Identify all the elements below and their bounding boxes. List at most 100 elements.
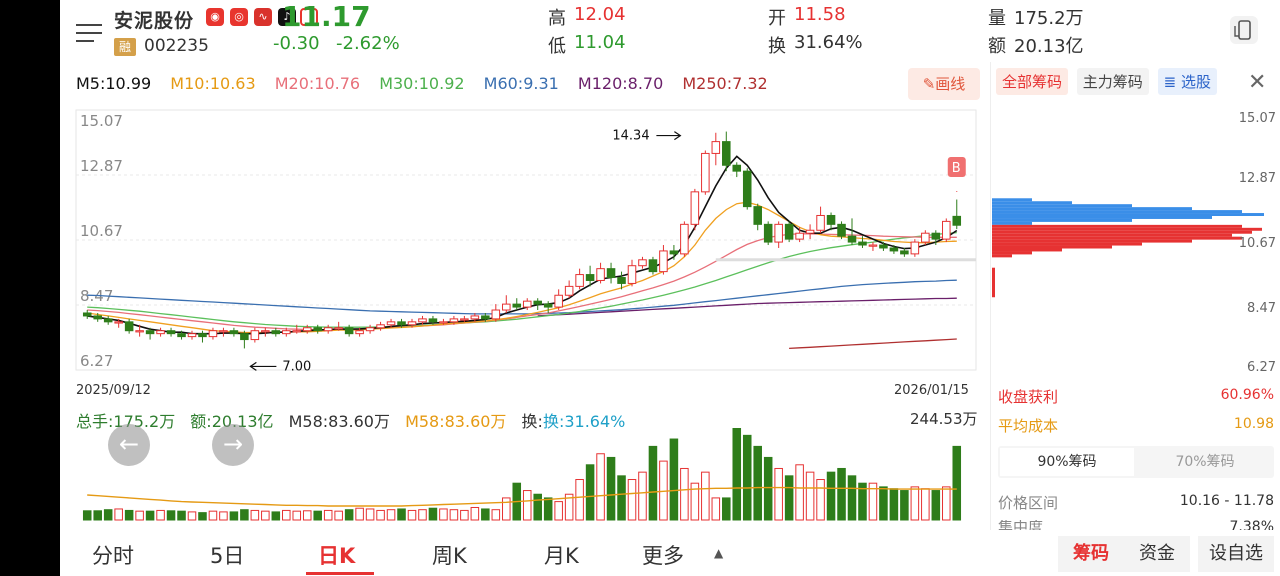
y-tick-label: 15.07 [80,112,123,130]
tab-stock-pick[interactable]: ≣ 选股 [1157,68,1217,95]
volume-bar [177,510,186,521]
volume-bar [376,509,385,521]
tab-more[interactable]: 更多 [642,544,684,568]
candle-body [512,303,522,308]
tiktok-icon[interactable]: ♪ [278,8,296,26]
close-icon[interactable]: ✕ [1248,70,1267,95]
buy-marker-box [947,157,966,177]
candle-body [177,333,186,338]
volume-bar [931,490,941,521]
candle-body [533,300,542,305]
active-tab-underline [306,572,374,575]
candle-body [805,229,815,234]
ma120-label: M120:8.70 [577,74,664,93]
chip-bar-profit [992,218,1132,222]
prev-arrow-icon[interactable]: ← [108,424,150,466]
chip-bar-profit [992,216,1212,219]
volume-bar [114,508,123,521]
candle-body [460,318,469,321]
volume-turnover-label: 换: [521,412,543,431]
toggle-90-chips[interactable]: 90%筹码 [1000,448,1134,476]
tab-main-chips[interactable]: 主力筹码 [1076,68,1149,95]
total-hands: 总手:175.2万 [76,412,176,431]
candle-body [250,330,260,341]
change-pct: -2.62% [336,33,400,54]
kline-chart[interactable]: 15.0712.8710.678.476.2714.347.00B2025/09… [70,106,982,406]
chip-y-tick: 12.87 [1239,171,1276,186]
tab-weekly-k[interactable]: 周K [432,544,467,568]
chip-y-tick: 8.47 [1247,301,1276,316]
volume-bar [470,506,480,521]
volume-m58-a: M58:83.60万 [288,412,390,431]
toggle-70-chips[interactable]: 70%筹码 [1175,454,1235,470]
stock-code: 002235 [144,36,209,56]
candle-body [449,318,459,323]
candle-body [198,333,207,338]
candle-body [879,244,888,249]
volume-bar [250,509,260,521]
volume-bar [627,479,637,521]
high-value: 12.04 [574,4,626,25]
volume-bar [282,509,291,521]
turnover-value: 31.64% [794,32,863,53]
volume-bar [942,486,951,521]
volume-bar [837,467,846,521]
candle-body [135,330,144,333]
volume-bar [93,510,102,521]
candle-body [481,315,490,320]
portrait-mode-icon[interactable] [1230,16,1258,44]
candle-body [784,223,794,240]
tab-stock-pick-label: 选股 [1180,73,1211,91]
candle-body [816,214,825,231]
tab-daily-k[interactable]: 日K [318,544,356,568]
high-label: 高 [548,8,566,29]
tab-all-chips[interactable]: 全部筹码 [996,68,1069,95]
next-arrow-icon[interactable]: → [212,424,254,466]
candle-body [659,250,668,273]
volume-bar [596,453,605,521]
candle-body [355,330,364,335]
tab-monthly-k[interactable]: 月K [544,544,579,568]
start-date: 2025/09/12 [76,383,151,398]
chip-y-tick: 6.27 [1247,360,1276,375]
volume-bar [355,507,364,521]
concentration-label: 集中度 [998,520,1044,530]
chips-button[interactable]: 筹码 [1058,536,1124,572]
chip-bar-profit [992,204,1132,208]
volume-bar [805,471,815,521]
volume-bar [753,445,762,521]
chip-distribution-chart: 15.07 12.87 10.67 8.47 6.27 [992,111,1276,375]
chip-bar-profit [992,201,1072,205]
tab-5day[interactable]: 5日 [210,544,245,568]
volume-bar [606,456,616,521]
funds-button[interactable]: 资金 [1124,536,1190,572]
candle-body [722,141,731,166]
volume-bar [522,490,532,521]
volume-bar [533,493,542,521]
red-app-icon[interactable]: ◎ [230,8,248,26]
menu-icon[interactable] [76,22,102,44]
ma20-label: M20:10.76 [274,74,361,93]
low-arrow [249,361,277,371]
candle-body [261,330,270,333]
tab-intraday[interactable]: 分时 [92,544,134,568]
volume-bar [344,509,354,521]
draw-line-button[interactable]: ✎画线 [908,68,980,100]
add-watchlist-button[interactable]: 设自选 [1198,536,1274,572]
volume-bar [198,512,207,521]
chip-bar-profit [992,198,1032,202]
caret-up-icon[interactable]: ▲ [714,546,724,560]
chip-bar-loss [992,236,1242,240]
volume-chart[interactable] [70,428,982,522]
chip-bar-loss [992,245,1112,249]
red-app-icon[interactable] [300,8,318,26]
chip-bar-loss [992,230,1252,234]
volume-ma-line [87,486,957,507]
red-app-icon[interactable]: ◉ [206,8,224,26]
margin-badge: 融 [114,38,136,56]
volume-bar [145,510,155,521]
candle-body [627,265,637,284]
candle-body [910,241,920,255]
chart-app-icon[interactable]: ∿ [254,8,272,26]
profit-value: 60.96% [1220,387,1274,403]
